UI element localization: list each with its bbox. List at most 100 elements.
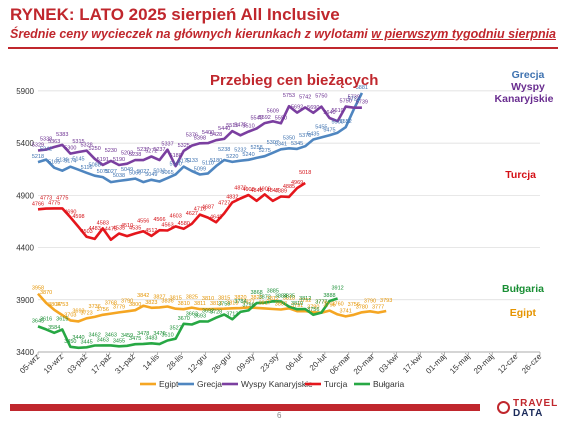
y-tick-label: 3400 xyxy=(16,348,34,357)
data-label: 3753 xyxy=(56,302,68,308)
data-label: 4475 xyxy=(105,227,117,233)
data-label: 3463 xyxy=(97,337,109,343)
data-label: 5325 xyxy=(178,143,190,149)
data-label: 3776 xyxy=(315,300,327,306)
data-label: 4969 xyxy=(291,180,303,186)
x-tick-label: 19-wrz xyxy=(42,352,65,375)
data-label: 4687 xyxy=(202,205,214,211)
data-label: 5337 xyxy=(161,142,173,148)
data-label: 5110 xyxy=(202,160,214,166)
data-label: 5175 xyxy=(178,159,190,165)
data-label: 3813 xyxy=(210,301,222,307)
data-label: 5065 xyxy=(161,170,173,176)
data-label: 4598 xyxy=(72,214,84,220)
data-label: 5328 xyxy=(80,143,92,149)
data-label: 3810 xyxy=(291,301,303,307)
data-label: 3884 xyxy=(275,293,287,299)
x-tick-label: 31-paź xyxy=(113,352,137,376)
data-label: 5049 xyxy=(121,167,133,173)
data-label: 4603 xyxy=(170,213,182,219)
data-label: 3815 xyxy=(170,296,182,302)
data-label: 5049 xyxy=(145,172,157,178)
data-label: 5272 xyxy=(145,148,157,154)
data-label: 4556 xyxy=(137,218,149,224)
data-label: 3885 xyxy=(267,288,279,294)
data-label: 5136 xyxy=(56,158,68,164)
data-label: 3768 xyxy=(105,301,117,307)
x-tick-label: 03-kwi xyxy=(377,352,400,375)
data-label: 3741 xyxy=(340,308,352,314)
data-label: 4847 xyxy=(267,188,279,194)
data-label: 5475 xyxy=(323,127,335,133)
data-label: 5258 xyxy=(250,145,262,151)
legend-label: Turcja xyxy=(324,379,348,389)
data-label: 3912 xyxy=(331,286,343,292)
data-label: 5435 xyxy=(307,131,319,137)
y-tick-label: 3900 xyxy=(16,296,34,305)
data-label: 5018 xyxy=(299,170,311,176)
x-tick-label: 17-paź xyxy=(89,352,113,376)
data-label: 5100 xyxy=(170,161,182,167)
data-label: 5133 xyxy=(186,158,198,164)
legend: Egipt Grecja Wyspy Kanaryjskie Turcja Bułgar… xyxy=(140,379,404,389)
data-label: 3759 xyxy=(218,302,230,308)
data-label: 5370 xyxy=(299,133,311,139)
series-line-1 xyxy=(37,92,364,184)
data-label: 5315 xyxy=(72,139,84,145)
data-label: 4889 xyxy=(275,188,287,194)
data-label: 5609 xyxy=(267,108,279,114)
side-label: Egipt xyxy=(510,307,537,319)
data-label: 5032 xyxy=(153,169,165,175)
data-label: 5220 xyxy=(226,154,238,160)
data-label: 5363 xyxy=(48,139,60,145)
data-label: 5750 xyxy=(315,94,327,100)
data-label: 3450 xyxy=(64,339,76,345)
page-number: 6 xyxy=(277,411,282,420)
data-label: 4848 xyxy=(250,188,262,194)
y-tick-label: 5400 xyxy=(16,139,34,148)
data-label: 3756 xyxy=(97,307,109,313)
x-tick-label: 06-lut xyxy=(284,352,305,373)
data-label: 4563 xyxy=(161,223,173,229)
data-label: 5230 xyxy=(105,148,117,154)
data-label: 5724 xyxy=(348,96,360,102)
side-label: Grecja xyxy=(512,69,545,81)
data-label: 5027 xyxy=(137,169,149,175)
data-label: 3807 xyxy=(275,301,287,307)
data-label: 3777 xyxy=(372,305,384,311)
data-label: 3670 xyxy=(178,316,190,322)
data-label: 3440 xyxy=(72,335,84,341)
x-tick-label: 01-maj xyxy=(424,352,448,376)
data-label: 3703 xyxy=(64,312,76,318)
data-label: 3455 xyxy=(113,338,125,344)
side-label: Wyspy xyxy=(511,81,545,93)
data-label: 3836 xyxy=(161,298,173,304)
data-label: 5345 xyxy=(291,141,303,147)
data-label: 3800 xyxy=(129,302,141,308)
data-label: 4512 xyxy=(145,228,157,234)
x-tick-label: 15-maj xyxy=(448,352,472,376)
x-tick-label: 03-paź xyxy=(66,352,90,376)
data-label: 4832 xyxy=(226,194,238,200)
data-label: 3835 xyxy=(283,294,295,300)
data-label: 4580 xyxy=(178,221,190,227)
data-label: 3510 xyxy=(161,333,173,339)
y-tick-label: 4400 xyxy=(16,244,34,253)
data-label: 3777 xyxy=(315,300,327,306)
data-label: 5180 xyxy=(210,158,222,164)
data-label: 3616 xyxy=(40,316,52,322)
data-label: 5455 xyxy=(315,124,327,130)
price-chart: 3400 3900 4400 4900 5400 5900 05-wrz 19-wrz 03-… xyxy=(16,69,554,389)
data-label: 3842 xyxy=(137,293,149,299)
data-labels: 3958387038043753370336933723373637563768… xyxy=(32,85,392,345)
data-label: 5038 xyxy=(113,173,125,179)
data-label: 3810 xyxy=(178,301,190,307)
data-label: 5515 xyxy=(226,123,238,129)
data-label: 4510 xyxy=(121,223,133,229)
y-axis: 3400 3900 4400 4900 5400 5900 xyxy=(16,87,34,357)
data-label: 4773 xyxy=(40,196,52,202)
data-label: 4690 xyxy=(64,209,76,215)
grid xyxy=(38,90,540,353)
data-label: 5881 xyxy=(356,85,368,91)
